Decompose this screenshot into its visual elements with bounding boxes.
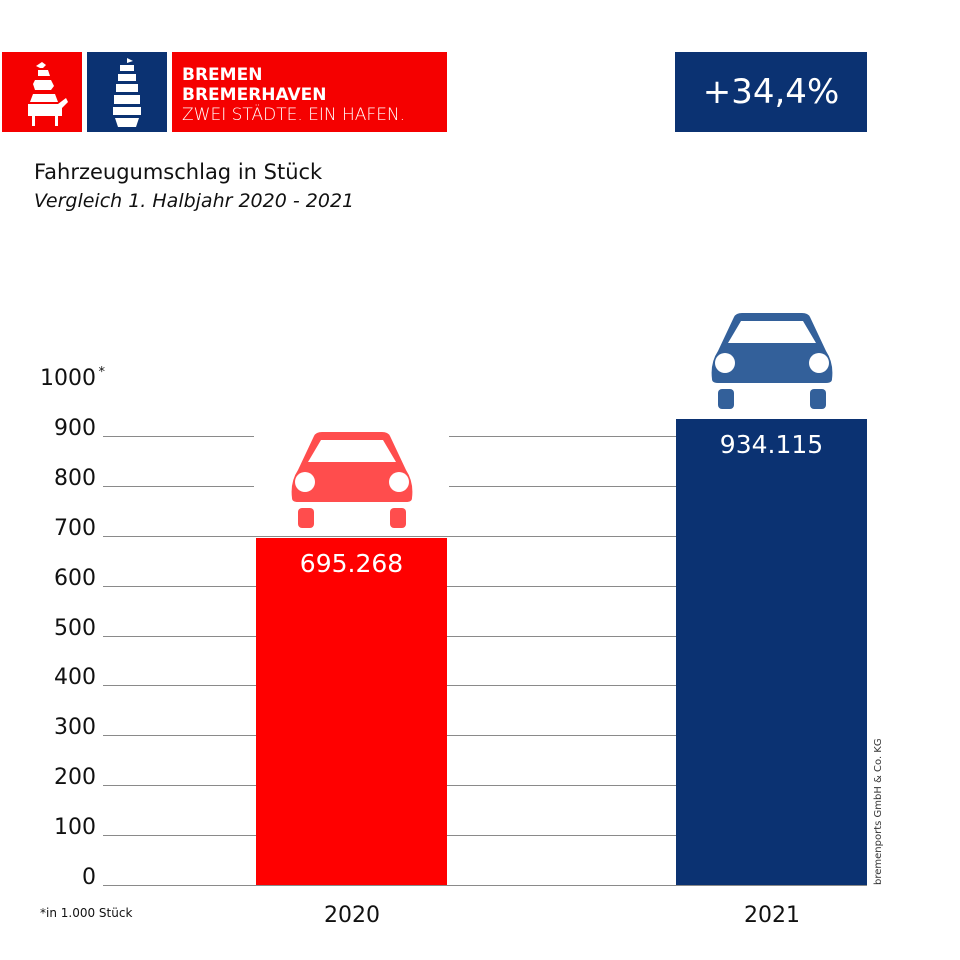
town-musicians-icon bbox=[28, 62, 68, 126]
y-tick-label: 400 bbox=[54, 665, 96, 691]
y-tick-label: 900 bbox=[54, 416, 96, 441]
y-tick-label: 700 bbox=[54, 515, 96, 541]
y-tick-label: 300 bbox=[54, 715, 96, 741]
y-tick-label: 600 bbox=[54, 565, 96, 591]
gridline bbox=[103, 685, 867, 687]
gridline bbox=[103, 635, 867, 637]
source-credit: bremenports GmbH & Co. KG bbox=[873, 738, 884, 885]
ship-icon bbox=[113, 58, 141, 127]
gridline bbox=[103, 785, 867, 787]
y-tick-label: 100 bbox=[54, 815, 96, 841]
gridline bbox=[103, 535, 867, 537]
logo-line-1: BREMEN bbox=[182, 65, 263, 85]
ship-logo bbox=[87, 52, 167, 132]
x-tick-label: 2021 bbox=[744, 903, 800, 928]
gridline bbox=[103, 485, 867, 487]
gridline bbox=[103, 585, 867, 587]
bar-2020: 695.268 bbox=[256, 538, 447, 885]
y-tick-label: 500 bbox=[54, 615, 96, 641]
y-tick-label: 0 bbox=[82, 865, 96, 890]
logo-line-3: ZWEI STÄDTE. EIN HAFEN. bbox=[182, 105, 406, 125]
gridline bbox=[103, 436, 867, 437]
footnote-marker: * bbox=[98, 365, 106, 381]
gridline bbox=[103, 885, 867, 886]
chart-title: Fahrzeugumschlag in Stück bbox=[34, 160, 323, 184]
y-tick-label: 800 bbox=[54, 465, 96, 491]
chart-subtitle: Vergleich 1. Halbjahr 2020 - 2021 bbox=[34, 190, 355, 212]
car-icon bbox=[710, 312, 834, 409]
change-badge: +34,4% bbox=[675, 52, 867, 132]
x-tick-label: 2020 bbox=[324, 903, 380, 928]
gridline bbox=[103, 735, 867, 737]
bar-2021: 934.115 bbox=[676, 418, 867, 885]
gridline bbox=[103, 835, 867, 837]
y-tick-label: 1000 * bbox=[20, 365, 105, 392]
bar-value-label: 934.115 bbox=[719, 429, 824, 459]
car-icon bbox=[290, 432, 414, 529]
y-tick-label: 200 bbox=[54, 765, 96, 791]
footnote: *in 1.000 Stück bbox=[40, 906, 133, 920]
logo-wordmark: BREMEN BREMERHAVEN ZWEI STÄDTE. EIN HAFE… bbox=[172, 52, 447, 132]
logo-line-2: BREMERHAVEN bbox=[182, 85, 327, 105]
bar-value-label: 695.268 bbox=[299, 549, 404, 579]
town-musicians-logo bbox=[2, 52, 82, 132]
